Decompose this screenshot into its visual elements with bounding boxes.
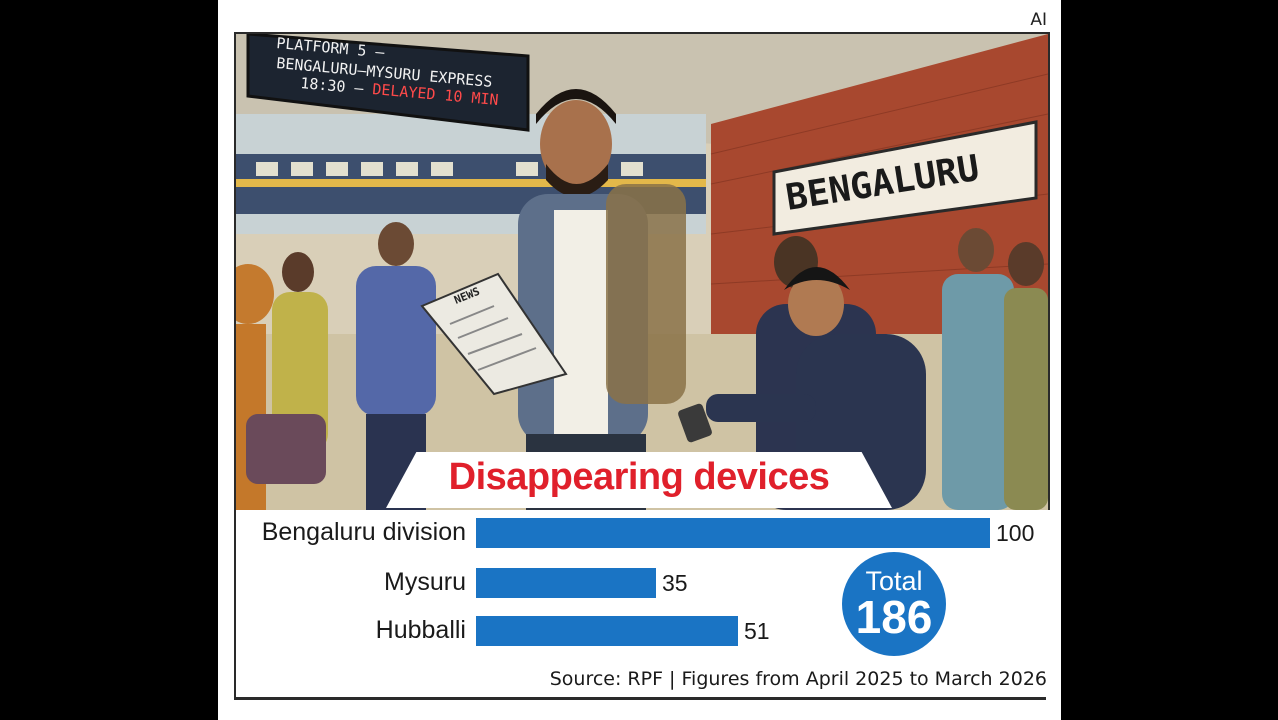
newspaper: NEWS — [420, 272, 568, 396]
bar-category-label: Mysuru — [384, 568, 466, 596]
board-line-3: 18:30 – — [300, 74, 366, 98]
ai-badge: AI — [1030, 10, 1047, 30]
departure-board: PLATFORM 5 – BENGALURU–MYSURU EXPRESS 18… — [246, 34, 530, 132]
station-illustration: BENGALURU PLATFORM 5 – BENGALURU–MYSURU … — [234, 32, 1050, 510]
chart-frame — [234, 508, 1046, 700]
chart-title: Disappearing devices — [448, 456, 830, 498]
bar-category-label: Hubballi — [375, 616, 466, 644]
bar — [476, 568, 656, 598]
bar-value-label: 51 — [744, 618, 770, 644]
bar — [476, 616, 738, 646]
title-backdrop — [386, 452, 892, 508]
bar-value-label: 35 — [662, 570, 688, 596]
station-sign: BENGALURU — [772, 120, 1038, 236]
bar-value-label: 100 — [996, 520, 1035, 546]
infographic-page: AI — [218, 0, 1061, 720]
total-value: 186 — [855, 591, 933, 643]
central-man — [518, 89, 686, 510]
total-label: Total — [865, 566, 923, 596]
bar — [476, 518, 990, 548]
station-scene: BENGALURU PLATFORM 5 – BENGALURU–MYSURU … — [236, 34, 1048, 510]
source-note: Source: RPF | Figures from April 2025 to… — [549, 668, 1047, 690]
bar-category-label: Bengaluru division — [261, 518, 466, 546]
total-badge: Total 186 — [842, 552, 946, 656]
